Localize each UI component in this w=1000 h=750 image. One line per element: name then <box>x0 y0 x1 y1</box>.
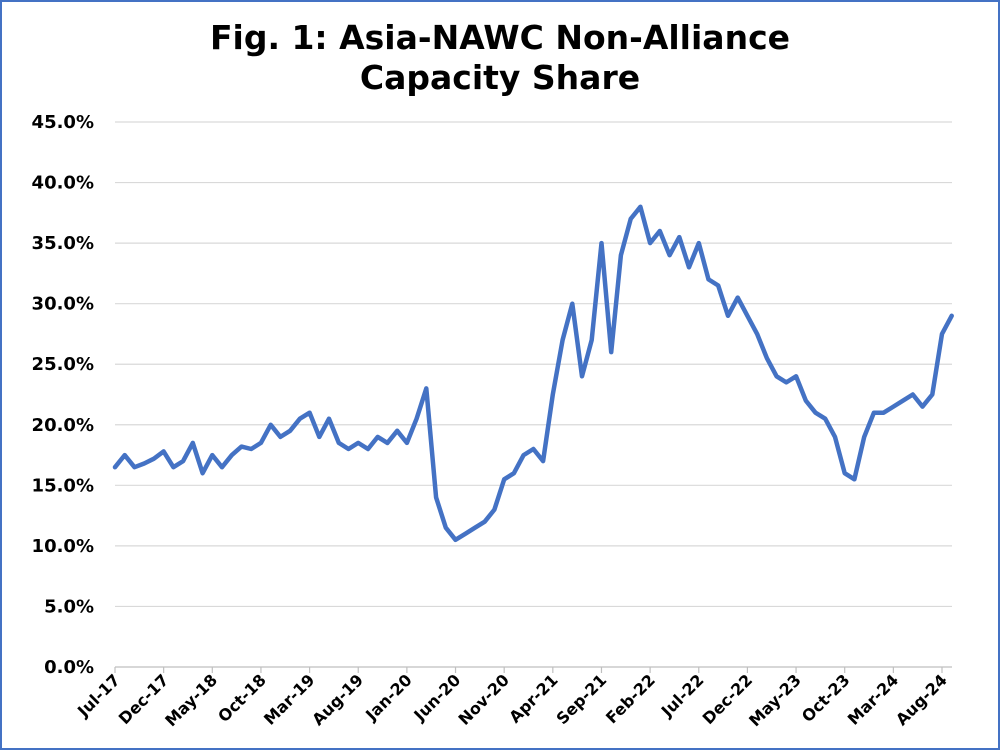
x-tick-label: Mar-24 <box>844 670 902 728</box>
x-tick-label: Aug-19 <box>308 670 367 729</box>
series-line <box>112 204 954 543</box>
y-tick-label: 25.0% <box>32 354 94 375</box>
y-tick-label: 20.0% <box>32 415 94 436</box>
y-tick-label: 10.0% <box>32 536 94 557</box>
y-tick-label: 40.0% <box>32 173 94 194</box>
x-tick-label: Feb-22 <box>602 670 659 727</box>
x-tick-label: Aug-24 <box>892 670 951 729</box>
y-tick-label: 5.0% <box>44 596 94 617</box>
x-tick-label: Sep-21 <box>553 670 611 728</box>
y-tick-label: 30.0% <box>32 294 94 315</box>
x-tick-label: May-18 <box>161 670 221 730</box>
y-tick-label: 45.0% <box>32 112 94 133</box>
y-tick-label: 0.0% <box>44 657 94 678</box>
x-tick-label: Mar-19 <box>260 670 318 728</box>
x-tick-label: Nov-20 <box>455 670 513 728</box>
chart-title: Fig. 1: Asia-NAWC Non-Alliance Capacity … <box>0 18 1000 98</box>
x-tick-label: May-23 <box>745 670 805 730</box>
y-tick-label: 35.0% <box>32 233 94 254</box>
x-tick-label: Jan-20 <box>361 670 415 724</box>
y-tick-label: 15.0% <box>32 475 94 496</box>
x-tick-label: Apr-21 <box>505 670 561 726</box>
chart-title-line-2: Capacity Share <box>359 58 641 97</box>
chart-title-line-1: Fig. 1: Asia-NAWC Non-Alliance <box>209 18 791 57</box>
